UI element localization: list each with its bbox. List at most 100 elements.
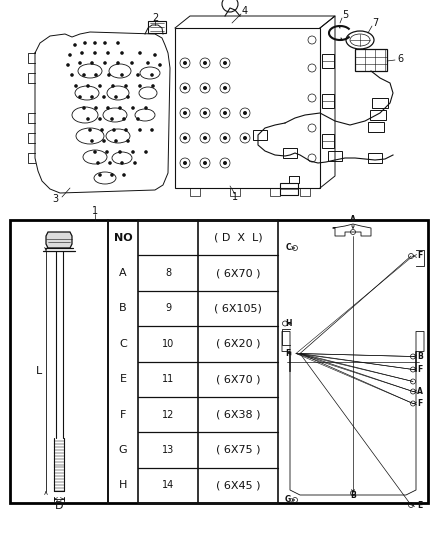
Circle shape: [80, 51, 84, 55]
Circle shape: [82, 73, 86, 77]
Circle shape: [94, 106, 98, 110]
Circle shape: [203, 136, 207, 140]
Circle shape: [106, 106, 110, 110]
Circle shape: [126, 95, 130, 99]
Circle shape: [150, 128, 154, 132]
Circle shape: [114, 95, 118, 99]
Text: ( 6X75 ): ( 6X75 ): [216, 445, 260, 455]
Text: D: D: [55, 501, 63, 511]
Text: B: B: [350, 490, 356, 499]
Circle shape: [131, 106, 135, 110]
Bar: [322, 94, 334, 108]
Bar: [190, 188, 200, 196]
Text: A: A: [119, 268, 127, 278]
Circle shape: [130, 61, 134, 65]
Circle shape: [133, 161, 137, 165]
Text: 12: 12: [162, 409, 174, 419]
Circle shape: [223, 61, 227, 65]
Circle shape: [94, 73, 98, 77]
Text: 10: 10: [162, 339, 174, 349]
Circle shape: [106, 51, 110, 55]
Circle shape: [122, 117, 126, 121]
Circle shape: [105, 150, 109, 154]
Circle shape: [98, 84, 102, 88]
Circle shape: [203, 61, 207, 65]
Text: E: E: [417, 500, 423, 510]
Circle shape: [86, 84, 90, 88]
Text: C: C: [119, 339, 127, 349]
Circle shape: [243, 111, 247, 115]
Circle shape: [124, 128, 128, 132]
Text: 11: 11: [162, 374, 174, 384]
Circle shape: [203, 86, 207, 90]
Circle shape: [102, 139, 106, 143]
Text: E: E: [120, 374, 127, 384]
Text: 13: 13: [162, 445, 174, 455]
Circle shape: [110, 117, 114, 121]
Circle shape: [136, 73, 140, 77]
Circle shape: [120, 73, 124, 77]
Circle shape: [183, 136, 187, 140]
Circle shape: [107, 73, 111, 77]
Circle shape: [138, 51, 142, 55]
Bar: [253, 130, 267, 140]
Text: ( 6X20 ): ( 6X20 ): [216, 339, 260, 349]
Circle shape: [183, 161, 187, 165]
Bar: [355, 49, 387, 71]
Circle shape: [183, 86, 187, 90]
Circle shape: [146, 61, 150, 65]
Text: G: G: [285, 496, 291, 505]
Circle shape: [83, 41, 87, 45]
Circle shape: [136, 117, 140, 121]
Bar: [368, 153, 382, 163]
Polygon shape: [46, 232, 72, 248]
Circle shape: [116, 41, 120, 45]
Circle shape: [110, 173, 114, 177]
Circle shape: [108, 161, 112, 165]
Bar: [10, 220, 428, 503]
Bar: [230, 188, 240, 196]
Circle shape: [223, 86, 227, 90]
Text: A: A: [417, 387, 423, 396]
Circle shape: [124, 84, 128, 88]
Circle shape: [116, 61, 120, 65]
Text: ( 6X105): ( 6X105): [214, 303, 262, 313]
Text: 8: 8: [165, 268, 171, 278]
Circle shape: [100, 128, 104, 132]
Circle shape: [243, 136, 247, 140]
Text: L: L: [36, 366, 42, 376]
Text: 2: 2: [152, 13, 158, 23]
Circle shape: [203, 161, 207, 165]
Circle shape: [88, 128, 92, 132]
Circle shape: [111, 84, 115, 88]
Text: ( 6X38 ): ( 6X38 ): [216, 409, 260, 419]
Circle shape: [223, 161, 227, 165]
Text: ( D  X  L): ( D X L): [214, 233, 262, 243]
Text: 6: 6: [397, 54, 403, 64]
Bar: [148, 21, 166, 33]
Circle shape: [118, 150, 122, 154]
Circle shape: [93, 51, 97, 55]
Circle shape: [90, 95, 94, 99]
Circle shape: [70, 73, 74, 77]
Text: F: F: [120, 409, 126, 419]
Text: 4: 4: [242, 6, 248, 16]
Circle shape: [103, 61, 107, 65]
Text: 1: 1: [232, 192, 238, 202]
Bar: [370, 110, 386, 120]
Circle shape: [144, 150, 148, 154]
Circle shape: [102, 95, 106, 99]
Bar: [300, 188, 310, 196]
Circle shape: [73, 43, 77, 47]
Text: F: F: [286, 349, 291, 358]
Bar: [280, 183, 298, 195]
Text: G: G: [119, 445, 127, 455]
Text: ( 6X45 ): ( 6X45 ): [216, 480, 260, 490]
Text: 9: 9: [165, 303, 171, 313]
Circle shape: [138, 128, 142, 132]
Circle shape: [150, 73, 154, 77]
Circle shape: [158, 63, 162, 67]
Circle shape: [96, 161, 100, 165]
Text: ( 6X70 ): ( 6X70 ): [216, 268, 260, 278]
Text: B: B: [119, 303, 127, 313]
